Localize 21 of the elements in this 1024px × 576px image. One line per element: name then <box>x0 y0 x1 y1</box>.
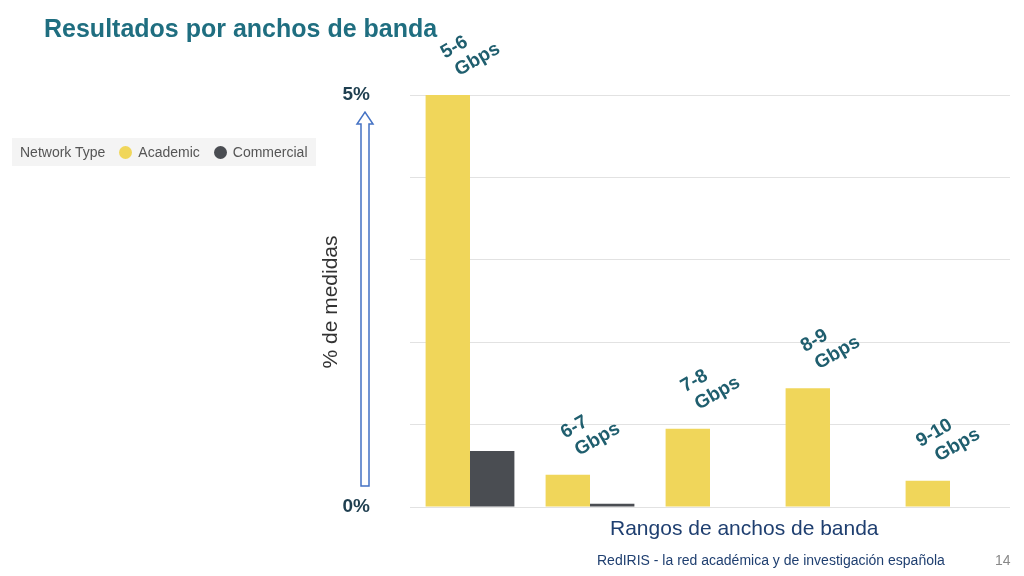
x-tick-label: 9-10 Gbps <box>911 413 984 466</box>
bar <box>545 474 590 507</box>
bar <box>665 428 710 507</box>
x-tick-label: 8-9 Gbps <box>796 323 864 373</box>
bar <box>785 388 830 507</box>
legend-label: Commercial <box>232 144 308 160</box>
text: 14 <box>995 552 1011 568</box>
x-axis-title: Rangos de anchos de banda <box>610 516 879 540</box>
legend-label: Academic <box>138 144 200 160</box>
x-tick-label: 7-8 Gbps <box>676 364 744 414</box>
chart-title: Resultados por anchos de banda <box>44 14 438 43</box>
bar <box>590 503 635 507</box>
bar <box>470 450 515 507</box>
bar <box>425 95 470 507</box>
bar <box>905 480 950 507</box>
legend-title: Network Type <box>20 144 106 160</box>
x-tick-label: 6-7 Gbps <box>556 410 624 460</box>
y-axis-title: % de medidas <box>318 235 342 369</box>
y-tick-label: 5% <box>342 83 371 105</box>
y-tick-label: 0% <box>342 495 371 517</box>
text: RedIRIS - la red académica y de investigación española <box>597 552 945 568</box>
